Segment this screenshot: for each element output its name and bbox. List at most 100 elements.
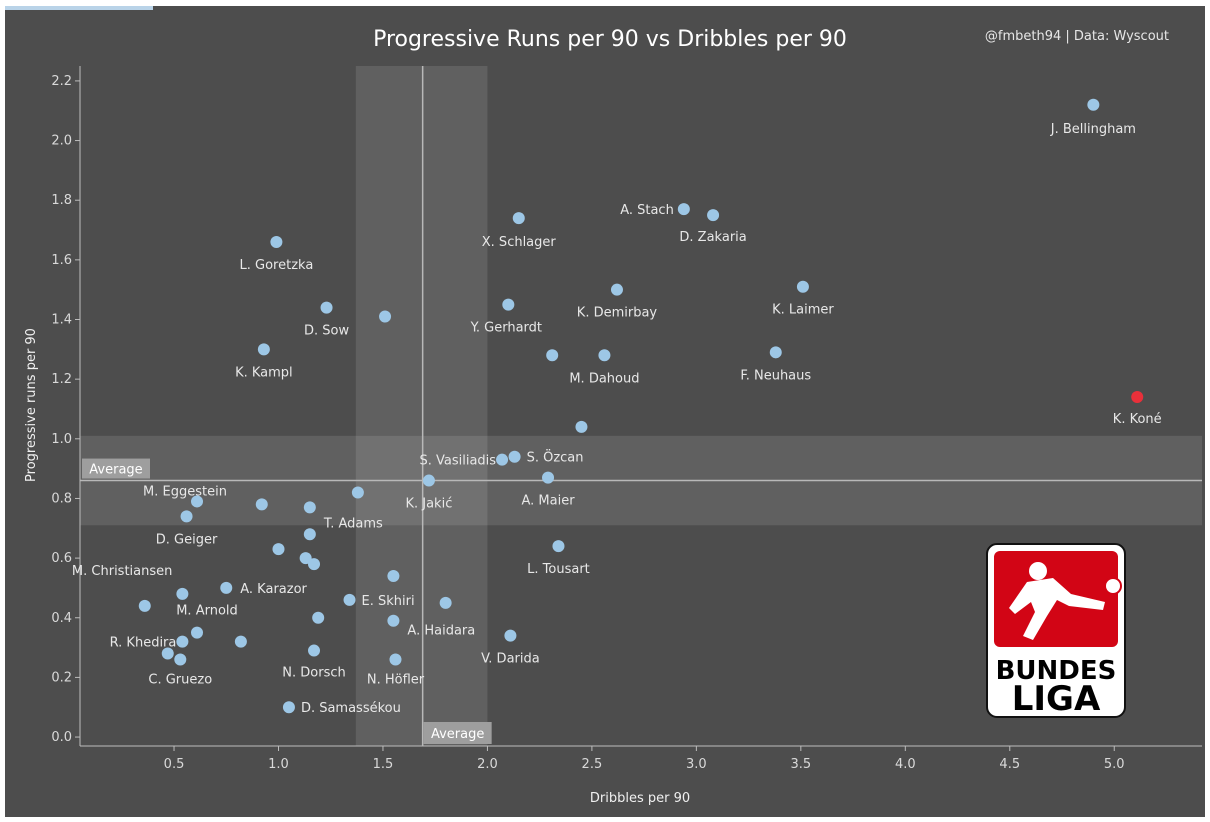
- data-point: [379, 310, 392, 323]
- point-label: E. Skhiri: [362, 594, 415, 609]
- data-point: [677, 203, 690, 216]
- point-label: M. Dahoud: [569, 371, 639, 386]
- x-tick-label: 4.5: [999, 757, 1020, 772]
- data-point: [351, 486, 364, 499]
- data-point: [502, 298, 515, 311]
- data-point: [270, 235, 283, 248]
- y-tick-label: 1.4: [51, 313, 72, 328]
- y-tick-label: 2.0: [51, 134, 72, 149]
- point-label: X. Schlager: [482, 235, 557, 250]
- y-axis-title: Progressive runs per 90: [24, 328, 39, 482]
- data-point: [387, 614, 400, 627]
- data-point: [508, 450, 521, 463]
- y-tick-label: 1.8: [51, 193, 72, 208]
- data-point: [220, 581, 233, 594]
- point-label: K. Laimer: [772, 303, 834, 318]
- data-point: [512, 212, 525, 225]
- data-point: [312, 611, 325, 624]
- x-axis-title: Dribbles per 90: [590, 791, 690, 806]
- chart-title: Progressive Runs per 90 vs Dribbles per …: [373, 27, 847, 52]
- data-points: [138, 98, 1144, 714]
- data-point: [191, 495, 204, 508]
- point-label: A. Maier: [521, 494, 575, 509]
- y-tick-label: 2.2: [51, 74, 72, 89]
- data-point: [299, 552, 312, 565]
- point-label: N. Höfler: [367, 673, 425, 688]
- data-point: [176, 587, 189, 600]
- point-label: D. Zakaria: [679, 230, 746, 245]
- x-tick-label: 3.5: [790, 757, 811, 772]
- data-point: [610, 283, 623, 296]
- point-label: S. Özcan: [527, 449, 584, 466]
- point-label: K. Demirbay: [577, 306, 658, 321]
- data-point: [303, 528, 316, 541]
- y-tick-label: 1.0: [51, 432, 72, 447]
- point-label: J. Bellingham: [1050, 122, 1136, 137]
- data-point: [542, 471, 555, 484]
- average-bands: [80, 66, 1202, 746]
- data-point: [257, 343, 270, 356]
- data-point: [174, 653, 187, 666]
- point-label: V. Darida: [481, 652, 540, 667]
- data-point: [496, 453, 509, 466]
- point-label: M. Christiansen: [72, 564, 172, 579]
- data-point: [1087, 98, 1100, 111]
- chart-panel: Progressive Runs per 90 vs Dribbles per …: [5, 6, 1205, 817]
- point-label: M. Eggestein: [143, 484, 227, 499]
- point-label: K. Kampl: [235, 365, 293, 380]
- point-label: Y. Gerhardt: [470, 321, 542, 336]
- y-average-badge-label: Average: [89, 463, 142, 478]
- data-point: [546, 349, 559, 362]
- y-tick-label: 0.8: [51, 491, 72, 506]
- point-label: K. Koné: [1113, 412, 1162, 427]
- x-tick-label: 5.0: [1104, 757, 1125, 772]
- point-label: T. Adams: [323, 516, 383, 531]
- point-label: R. Khedira: [110, 636, 177, 651]
- data-point: [439, 596, 452, 609]
- average-lines: Average Average: [80, 66, 1202, 746]
- point-label: L. Goretzka: [240, 258, 314, 273]
- point-label: C. Gruezo: [148, 673, 212, 688]
- highlight-point: [1131, 391, 1144, 404]
- point-label: L. Tousart: [527, 562, 590, 577]
- data-point: [180, 510, 193, 523]
- point-labels: J. Bellingham K. Koné A. Stach D. Zakaria X.…: [72, 122, 1162, 716]
- y-tick-label: 0.6: [51, 551, 72, 566]
- logo-player-silhouette: [1009, 562, 1105, 640]
- data-point: [303, 501, 316, 514]
- data-point: [422, 474, 435, 487]
- y-average-badge: [82, 458, 150, 479]
- top-accent-bar: [5, 6, 153, 10]
- logo-ball-icon: [1104, 577, 1122, 595]
- data-point: [272, 543, 285, 556]
- x-tick-label: 4.0: [895, 757, 916, 772]
- y-tick-label: 1.6: [51, 253, 72, 268]
- data-point: [389, 653, 402, 666]
- point-label: N. Dorsch: [282, 666, 345, 681]
- x-average-badge: [423, 722, 492, 744]
- y-tick-label: 0.4: [51, 611, 72, 626]
- x-tick-label: 2.0: [477, 757, 498, 772]
- x-tick-label: 1.5: [373, 757, 394, 772]
- y-tick-label: 1.2: [51, 372, 72, 387]
- data-point: [320, 301, 333, 314]
- point-label: S. Vasiliadis: [419, 454, 496, 469]
- point-label: M. Arnold: [176, 604, 238, 619]
- data-point: [598, 349, 611, 362]
- chart-credit: @fmbeth94 | Data: Wyscout: [985, 29, 1169, 44]
- data-point: [387, 570, 400, 582]
- data-point: [707, 209, 720, 222]
- point-label: A. Stach: [620, 203, 674, 218]
- y-tick-label: 0.0: [51, 730, 72, 745]
- x-average-badge-label: Average: [431, 727, 484, 742]
- point-label: D. Samassékou: [301, 701, 401, 716]
- data-point: [796, 280, 809, 293]
- data-point: [575, 420, 588, 433]
- point-label: A. Haidara: [407, 624, 475, 639]
- logo-text-bundes: BUNDES: [996, 656, 1117, 686]
- scatter-chart: Progressive Runs per 90 vs Dribbles per …: [24, 27, 1202, 806]
- data-point: [769, 346, 782, 359]
- x-tick-label: 2.5: [582, 757, 603, 772]
- axes: 0.5 1.0 1.5 2.0 2.5 3.0 3.5 4.0 4.5 5.0 0.0 0.2 0.4 0…: [51, 66, 1202, 772]
- point-label: F. Neuhaus: [740, 368, 811, 383]
